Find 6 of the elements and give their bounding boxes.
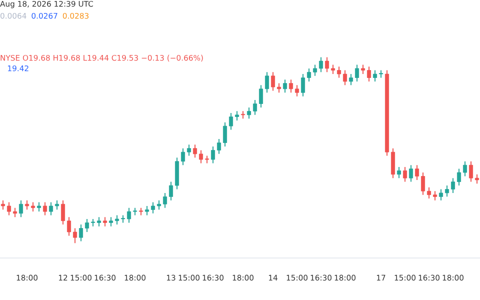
candlestick bbox=[132, 207, 138, 216]
candlestick bbox=[204, 155, 210, 164]
candlestick bbox=[120, 214, 126, 224]
candlestick bbox=[378, 70, 384, 78]
candlestick bbox=[138, 207, 144, 216]
candlestick bbox=[90, 218, 96, 227]
